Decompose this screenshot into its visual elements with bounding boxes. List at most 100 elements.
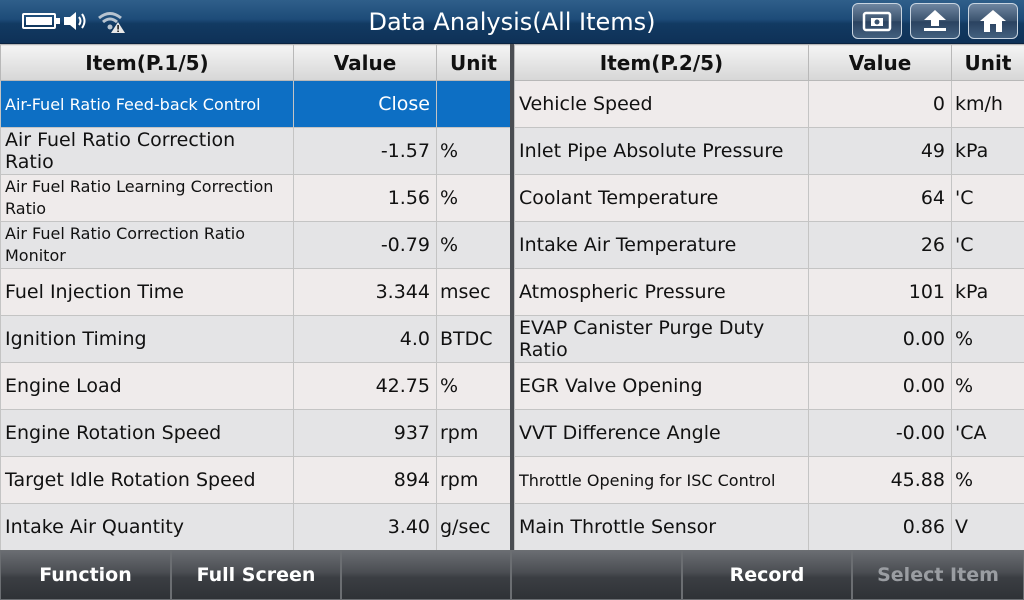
item-value: 894: [293, 456, 437, 504]
item-unit: rpm: [436, 456, 511, 504]
home-button[interactable]: [968, 3, 1018, 39]
item-name: Vehicle Speed: [514, 80, 809, 128]
item-name: Engine Rotation Speed: [0, 409, 294, 457]
empty-button-2[interactable]: [511, 550, 682, 600]
item-value: 0.86: [808, 503, 952, 551]
item-unit: %: [436, 221, 511, 269]
table-row[interactable]: Inlet Pipe Absolute Pressure 49 kPa: [514, 127, 1024, 175]
item-name: Inlet Pipe Absolute Pressure: [514, 127, 809, 175]
item-name: Coolant Temperature: [514, 174, 809, 222]
table-row[interactable]: Throttle Opening for ISC Control 45.88 %: [514, 456, 1024, 504]
table-row[interactable]: Air-Fuel Ratio Feed-back Control Close: [0, 80, 511, 128]
speaker-icon: [62, 9, 90, 33]
table-row[interactable]: Fuel Injection Time 3.344 msec: [0, 268, 511, 316]
table-row[interactable]: Engine Load 42.75 %: [0, 362, 511, 410]
table-row[interactable]: Air Fuel Ratio Correction Ratio Monitor …: [0, 221, 511, 269]
screenshot-button[interactable]: [852, 3, 902, 39]
item-name: Main Throttle Sensor: [514, 503, 809, 551]
table-row[interactable]: Main Throttle Sensor 0.86 V: [514, 503, 1024, 551]
item-unit: %: [436, 127, 511, 175]
item-name: Atmospheric Pressure: [514, 268, 809, 316]
item-unit: g/sec: [436, 503, 511, 551]
column-header-unit[interactable]: Unit: [436, 44, 511, 81]
data-table-page-2: Item(P.2/5) Value Unit Vehicle Speed 0 k…: [514, 44, 1024, 551]
item-unit: V: [951, 503, 1024, 551]
item-value: 49: [808, 127, 952, 175]
table-row[interactable]: EGR Valve Opening 0.00 %: [514, 362, 1024, 410]
empty-button-1[interactable]: [341, 550, 511, 600]
screenshot-icon: [862, 11, 892, 32]
table-row[interactable]: Ignition Timing 4.0 BTDC: [0, 315, 511, 363]
table-row[interactable]: Air Fuel Ratio Learning Correction Ratio…: [0, 174, 511, 222]
table-row[interactable]: Atmospheric Pressure 101 kPa: [514, 268, 1024, 316]
status-icons: [22, 8, 126, 34]
item-name: EGR Valve Opening: [514, 362, 809, 410]
item-unit: 'CA: [951, 409, 1024, 457]
table-row[interactable]: Target Idle Rotation Speed 894 rpm: [0, 456, 511, 504]
item-value: 64: [808, 174, 952, 222]
item-value: Close: [293, 80, 437, 128]
select-item-button[interactable]: Select Item: [852, 550, 1024, 600]
item-name: Fuel Injection Time: [0, 268, 294, 316]
item-unit: kPa: [951, 268, 1024, 316]
battery-icon: [22, 13, 60, 29]
item-value: -0.79: [293, 221, 437, 269]
item-name: Air-Fuel Ratio Feed-back Control: [0, 80, 294, 128]
item-unit: [436, 80, 511, 128]
item-unit: km/h: [951, 80, 1024, 128]
item-name: EVAP Canister Purge Duty Ratio: [514, 315, 809, 363]
title-bar: Data Analysis(All Items): [0, 0, 1024, 44]
item-name: VVT Difference Angle: [514, 409, 809, 457]
table-row[interactable]: Intake Air Temperature 26 'C: [514, 221, 1024, 269]
table-row[interactable]: Engine Rotation Speed 937 rpm: [0, 409, 511, 457]
table-row[interactable]: EVAP Canister Purge Duty Ratio 0.00 %: [514, 315, 1024, 363]
item-value: -0.00: [808, 409, 952, 457]
item-value: 0: [808, 80, 952, 128]
item-value: 0.00: [808, 315, 952, 363]
item-unit: 'C: [951, 221, 1024, 269]
item-value: 26: [808, 221, 952, 269]
back-button[interactable]: [910, 3, 960, 39]
table-row[interactable]: Vehicle Speed 0 km/h: [514, 80, 1024, 128]
home-icon: [980, 10, 1006, 32]
record-button[interactable]: Record: [682, 550, 852, 600]
item-value: -1.57: [293, 127, 437, 175]
item-value: 4.0: [293, 315, 437, 363]
item-unit: %: [951, 315, 1024, 363]
item-name: Air Fuel Ratio Correction Ratio Monitor: [0, 221, 294, 269]
column-header-value[interactable]: Value: [293, 44, 437, 81]
item-name: Throttle Opening for ISC Control: [514, 456, 809, 504]
column-header-unit[interactable]: Unit: [951, 44, 1024, 81]
data-table-page-1: Item(P.1/5) Value Unit Air-Fuel Ratio Fe…: [0, 44, 511, 551]
table-row[interactable]: Coolant Temperature 64 'C: [514, 174, 1024, 222]
item-value: 3.40: [293, 503, 437, 551]
item-value: 937: [293, 409, 437, 457]
item-unit: msec: [436, 268, 511, 316]
item-value: 42.75: [293, 362, 437, 410]
column-header-item[interactable]: Item(P.2/5): [514, 44, 809, 81]
item-value: 0.00: [808, 362, 952, 410]
item-value: 101: [808, 268, 952, 316]
column-header-value[interactable]: Value: [808, 44, 952, 81]
item-unit: %: [951, 362, 1024, 410]
wifi-warning-icon: [96, 8, 126, 34]
function-button[interactable]: Function: [0, 550, 171, 600]
table-row[interactable]: Intake Air Quantity 3.40 g/sec: [0, 503, 511, 551]
table-row[interactable]: VVT Difference Angle -0.00 'CA: [514, 409, 1024, 457]
item-unit: 'C: [951, 174, 1024, 222]
item-name: Air Fuel Ratio Learning Correction Ratio: [0, 174, 294, 222]
item-value: 45.88: [808, 456, 952, 504]
full-screen-button[interactable]: Full Screen: [171, 550, 341, 600]
item-name: Intake Air Temperature: [514, 221, 809, 269]
item-unit: rpm: [436, 409, 511, 457]
panel-divider: [510, 44, 514, 550]
item-name: Air Fuel Ratio Correction Ratio: [0, 127, 294, 175]
item-unit: %: [951, 456, 1024, 504]
item-value: 3.344: [293, 268, 437, 316]
item-name: Intake Air Quantity: [0, 503, 294, 551]
item-unit: %: [436, 174, 511, 222]
table-row[interactable]: Air Fuel Ratio Correction Ratio -1.57 %: [0, 127, 511, 175]
item-name: Ignition Timing: [0, 315, 294, 363]
bottom-toolbar: Function Full Screen Record Select Item: [0, 550, 1024, 600]
column-header-item[interactable]: Item(P.1/5): [0, 44, 294, 81]
